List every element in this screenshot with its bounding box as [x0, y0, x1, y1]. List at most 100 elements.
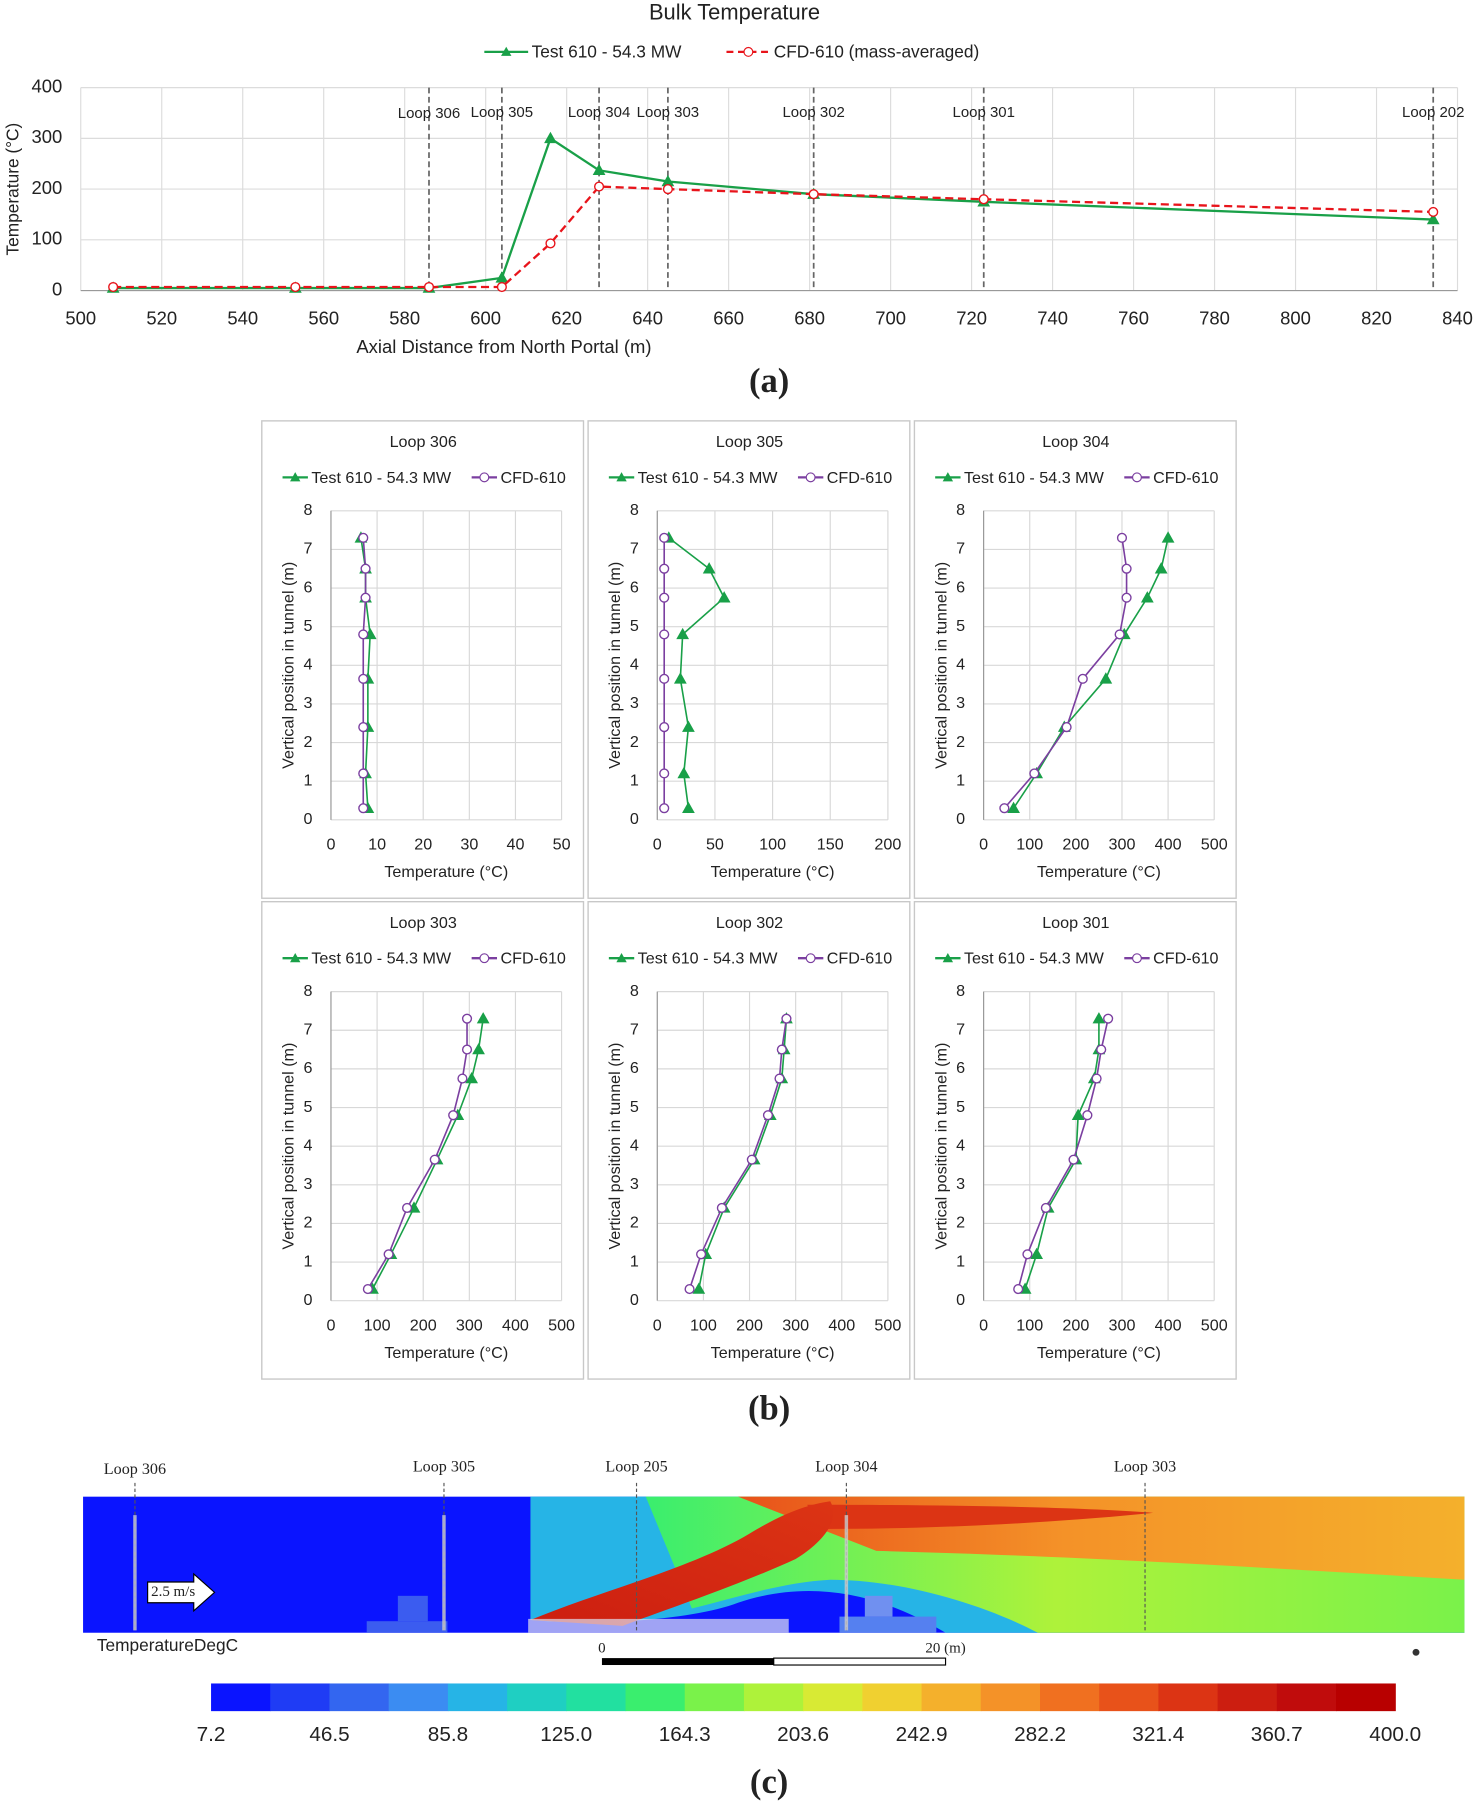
x-tick-label: 660: [713, 307, 744, 328]
series-line: [367, 1018, 468, 1290]
marker: [1091, 1073, 1102, 1084]
colorbar-tick-label: 46.5: [309, 1723, 349, 1746]
legend-label: CFD-610: [1153, 950, 1218, 968]
y-tick-label: 7: [956, 540, 965, 558]
y-tick-label: 6: [630, 1059, 639, 1077]
colorbar-segment: [566, 1683, 627, 1712]
marker: [682, 720, 695, 732]
marker: [762, 1110, 774, 1121]
loop-label: Loop 205: [605, 1459, 667, 1476]
x-axis-label: Temperature (°C): [711, 1344, 835, 1362]
x-tick-label: 620: [551, 307, 582, 328]
legend-marker: [1132, 953, 1142, 964]
y-tick-label: 1: [304, 1252, 313, 1270]
chart-title: Bulk Temperature: [649, 0, 820, 25]
colorbar-segment: [1099, 1683, 1159, 1712]
y-tick-label: 300: [32, 126, 63, 147]
legend-marker: [942, 472, 954, 482]
marker: [495, 271, 509, 283]
marker: [429, 1154, 440, 1165]
y-tick-label: 2: [304, 1214, 313, 1232]
y-axis-label: Vertical position in tunnel (m): [280, 1043, 298, 1250]
chart-title: Loop 304: [1042, 433, 1109, 451]
panel-frame: [587, 901, 911, 1380]
x-tick-label: 200: [874, 835, 901, 853]
loop-label: Loop 305: [413, 1459, 475, 1476]
y-tick-label: 6: [630, 578, 639, 596]
y-tick-label: 5: [956, 1098, 965, 1116]
x-tick-label: 500: [874, 1316, 901, 1334]
legend-marker: [479, 953, 490, 964]
marker: [1114, 629, 1125, 640]
x-tick-label: 840: [1442, 307, 1473, 328]
x-tick-label: 640: [632, 307, 663, 328]
marker: [774, 1073, 785, 1084]
x-tick-label: 100: [759, 835, 786, 853]
x-axis-label: Temperature (°C): [384, 1344, 508, 1362]
marker: [401, 1202, 413, 1214]
panel-frame: [913, 901, 1237, 1380]
marker: [1121, 592, 1132, 603]
y-tick-label: 4: [304, 656, 313, 674]
marker: [1022, 1249, 1033, 1260]
marker: [1029, 768, 1040, 779]
marker: [702, 562, 716, 574]
x-axis-label: Temperature (°C): [1037, 863, 1161, 881]
x-tick-label: 100: [1016, 1316, 1043, 1334]
chart-title: Loop 302: [716, 914, 783, 932]
y-tick-label: 2: [630, 733, 639, 751]
x-tick-label: 200: [1062, 835, 1089, 853]
y-tick-label: 2: [956, 1214, 965, 1232]
marker: [290, 281, 301, 293]
colorbar-segment: [625, 1683, 686, 1712]
y-tick-label: 5: [304, 1098, 313, 1116]
marker: [1061, 722, 1072, 733]
y-tick-label: 7: [630, 540, 639, 558]
x-tick-label: 580: [389, 307, 420, 328]
marker: [1161, 531, 1175, 543]
annotation-label: Loop 304: [568, 104, 630, 121]
y-axis-label: Vertical position in tunnel (m): [932, 1043, 950, 1250]
marker: [659, 629, 670, 640]
legend-marker: [290, 953, 301, 963]
y-tick-label: 7: [304, 540, 313, 558]
x-tick-label: 100: [1016, 835, 1043, 853]
x-tick-label: 540: [227, 307, 258, 328]
panel-frame: [913, 420, 1237, 899]
marker: [360, 592, 371, 603]
y-tick-label: 4: [630, 656, 639, 674]
y-axis-label: Vertical position in tunnel (m): [280, 562, 298, 769]
marker: [358, 532, 369, 543]
y-tick-label: 1: [956, 1252, 965, 1270]
marker: [1103, 1013, 1114, 1024]
marker: [1040, 1202, 1051, 1214]
marker: [1007, 801, 1020, 813]
colorbar-segment: [1336, 1683, 1396, 1712]
marker: [1071, 1108, 1085, 1120]
series-line: [113, 136, 1434, 290]
colorbar-tick-label: 400.0: [1369, 1723, 1421, 1746]
y-tick-label: 8: [304, 501, 313, 519]
legend-marker: [743, 46, 754, 57]
legend-label: Test 610 - 54.3 MW: [311, 469, 452, 487]
x-tick-label: 0: [979, 835, 988, 853]
marker: [717, 591, 731, 603]
y-tick-label: 3: [956, 694, 965, 712]
colorbar-segment: [270, 1683, 331, 1712]
y-tick-label: 8: [956, 982, 965, 1000]
marker: [978, 194, 989, 205]
y-tick-label: 5: [630, 1098, 639, 1116]
legend-label: CFD-610: [827, 950, 892, 968]
legend-label: CFD-610: [500, 950, 565, 968]
y-tick-label: 2: [630, 1214, 639, 1232]
x-tick-label: 820: [1361, 307, 1392, 328]
x-tick-label: 560: [308, 307, 339, 328]
x-tick-label: 150: [817, 835, 844, 853]
x-tick-label: 200: [410, 1316, 437, 1334]
marker: [544, 131, 557, 144]
y-tick-label: 2: [956, 733, 965, 751]
series-line: [668, 537, 726, 809]
colorbar-tick-label: 360.7: [1251, 1723, 1303, 1746]
series-line: [1024, 1018, 1100, 1290]
legend-marker: [942, 953, 954, 963]
